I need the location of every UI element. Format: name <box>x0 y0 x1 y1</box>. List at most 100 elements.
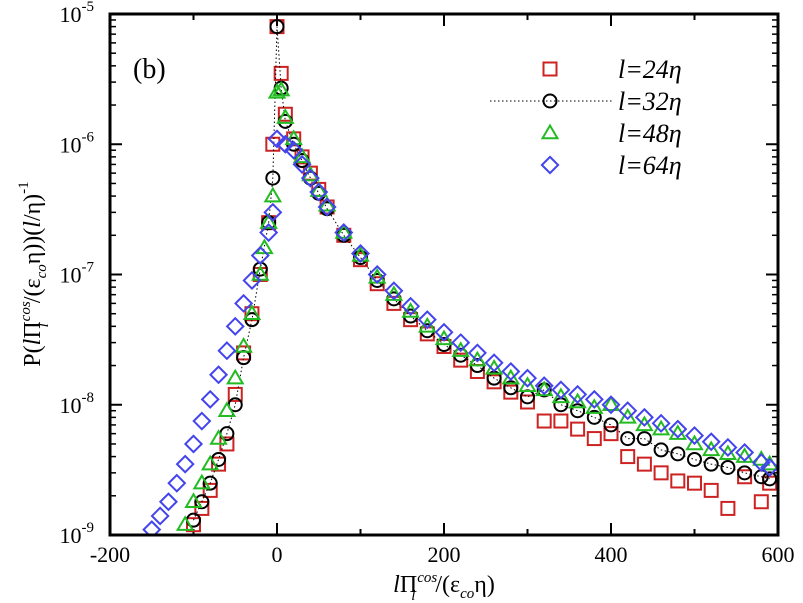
legend-item: l=24η <box>542 55 682 84</box>
data-point <box>618 401 638 421</box>
data-point <box>211 456 227 472</box>
y-tick-label: 10-9 <box>60 520 95 548</box>
data-point <box>603 426 619 442</box>
data-point <box>603 417 619 433</box>
data-point <box>202 482 218 498</box>
series-layer <box>142 19 778 535</box>
data-point <box>685 434 704 451</box>
data-point <box>568 384 588 404</box>
data-point <box>467 343 487 363</box>
legend-item: l=64η <box>540 151 682 180</box>
data-point <box>317 197 337 217</box>
y-tick-label: 10-7 <box>60 260 95 288</box>
data-point <box>620 431 636 447</box>
x-tick-label: 400 <box>595 542 628 567</box>
data-point <box>503 384 519 400</box>
data-point <box>276 108 295 124</box>
legend-label: l=48η <box>618 119 682 148</box>
data-point <box>720 459 736 475</box>
data-point <box>309 181 328 197</box>
data-point <box>762 471 778 487</box>
data-point <box>350 243 371 264</box>
data-point <box>634 407 654 427</box>
data-point <box>367 264 387 285</box>
series-line <box>193 26 770 521</box>
data-point <box>670 446 686 462</box>
data-point <box>142 520 162 535</box>
legend-marker <box>540 123 560 140</box>
data-point <box>468 350 487 367</box>
data-point <box>225 316 245 336</box>
data-point <box>234 293 254 313</box>
data-point <box>183 434 204 454</box>
data-point <box>209 429 228 445</box>
data-point <box>670 473 686 489</box>
data-point <box>651 413 671 433</box>
data-point <box>668 419 688 439</box>
data-point <box>273 65 289 81</box>
y-tick-label: 10-6 <box>60 129 95 157</box>
data-point <box>434 322 454 342</box>
data-point <box>150 506 170 526</box>
data-point <box>386 295 402 311</box>
data-point <box>653 442 669 458</box>
data-point <box>701 440 721 457</box>
data-point <box>517 368 538 388</box>
data-point <box>209 365 229 385</box>
data-point <box>618 407 637 424</box>
plot-frame <box>108 12 780 537</box>
data-point <box>503 380 519 396</box>
data-point <box>520 394 535 410</box>
data-point <box>687 451 702 467</box>
data-point <box>175 515 195 531</box>
data-point <box>620 449 636 465</box>
data-point <box>194 494 210 510</box>
data-point <box>200 389 220 409</box>
x-tick-label: 0 <box>272 542 283 567</box>
data-point <box>751 453 771 473</box>
data-point <box>636 456 652 472</box>
x-tick-label: 200 <box>428 542 461 567</box>
data-point <box>292 147 312 164</box>
data-point <box>267 129 287 149</box>
series-4 <box>142 129 778 535</box>
data-point <box>217 341 237 361</box>
data-point <box>484 353 504 373</box>
data-point <box>309 182 329 202</box>
data-point <box>553 413 569 429</box>
legend-label: l=24η <box>618 55 682 84</box>
data-point <box>636 431 652 447</box>
data-point <box>553 397 569 413</box>
data-point <box>202 475 218 491</box>
data-point <box>265 170 281 186</box>
data-point <box>263 202 283 222</box>
legend-marker <box>542 61 558 77</box>
data-point <box>703 456 719 472</box>
data-point <box>501 361 521 382</box>
data-point <box>684 426 705 446</box>
data-point <box>242 304 262 320</box>
data-point <box>584 389 604 409</box>
x-tick-label: 600 <box>762 542 795 567</box>
y-tick-label: 10-8 <box>60 390 95 418</box>
data-point <box>520 389 535 405</box>
data-point <box>242 270 262 290</box>
data-point <box>635 415 654 432</box>
y-tick-label: 10-5 <box>60 0 95 27</box>
data-point <box>300 168 320 188</box>
data-point <box>737 465 753 481</box>
data-point <box>175 454 195 474</box>
data-point <box>601 395 621 411</box>
data-point <box>192 473 212 490</box>
data-point <box>334 222 354 243</box>
data-point <box>453 352 469 368</box>
data-point <box>586 409 602 425</box>
data-point <box>192 411 212 431</box>
legend-marker <box>542 93 558 109</box>
data-point <box>568 392 587 409</box>
data-point <box>585 398 604 414</box>
legend-label: l=32η <box>618 87 682 116</box>
data-point <box>284 140 304 160</box>
data-point <box>601 395 621 415</box>
